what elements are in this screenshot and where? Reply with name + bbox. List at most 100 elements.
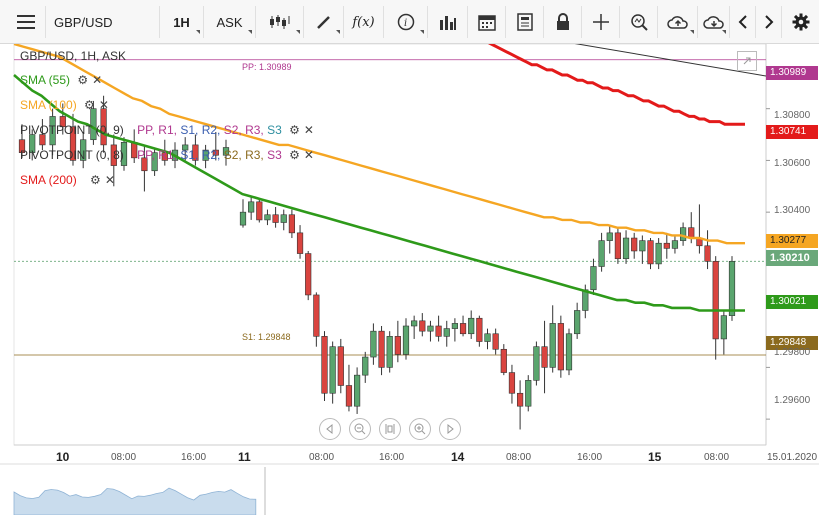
candle-body — [353, 374, 361, 407]
candle-body — [516, 392, 524, 407]
zoom-button[interactable] — [620, 6, 658, 38]
timeframe-selector[interactable]: 1H — [160, 6, 204, 38]
price-tag-sma100: 1.30277 — [766, 234, 818, 248]
candle-body — [622, 237, 630, 260]
candle-body — [614, 232, 621, 260]
candle-body — [100, 108, 107, 146]
pivot1-s3: S3 — [267, 123, 282, 137]
legend-sma200[interactable]: SMA (200) ⚙ ✕ — [20, 173, 115, 187]
volume-button[interactable] — [428, 6, 468, 38]
candle-body — [222, 147, 230, 156]
scroll-back-button[interactable] — [730, 6, 756, 38]
candle-body — [720, 315, 727, 340]
candle-body — [120, 142, 128, 166]
price-chart[interactable] — [0, 44, 819, 515]
candle-body — [288, 214, 296, 234]
candle-body — [386, 336, 393, 368]
candle-body — [80, 139, 87, 161]
scroll-left-button[interactable] — [319, 418, 341, 440]
calendar-icon — [477, 15, 496, 31]
chevron-down-icon — [196, 30, 200, 34]
price-type-selector[interactable]: ASK — [204, 6, 256, 38]
pivot1-label: PIVOTPOINT (0, 9) — [20, 123, 124, 137]
candle-body — [525, 380, 532, 407]
info-button[interactable]: i — [384, 6, 428, 38]
pivot2-s3: S3 — [267, 148, 282, 162]
cloud-download-button[interactable] — [698, 6, 730, 38]
indicators-button[interactable]: f(x) — [344, 6, 384, 38]
legend-sma55[interactable]: SMA (55) ⚙ ✕ — [20, 73, 102, 87]
legend-pivot1[interactable]: PIVOTPOINT (0, 9) PP, R1, S1, R2, S2, R3… — [20, 123, 314, 137]
crosshair-button[interactable] — [582, 6, 620, 38]
close-icon[interactable]: ✕ — [92, 73, 103, 87]
sma55-line — [13, 74, 745, 312]
legend-pivot2[interactable]: PIVOTPOINT (0, 8) PP, R1, S1, R2, S2, R3… — [20, 148, 314, 162]
candle-body — [671, 240, 679, 249]
timeframe-label: 1H — [173, 14, 190, 30]
zoom-out-button[interactable] — [349, 418, 371, 440]
info-icon: i — [397, 13, 414, 31]
close-icon[interactable]: ✕ — [98, 98, 109, 112]
candle-body — [590, 266, 597, 291]
candle-body — [29, 134, 36, 153]
gear-icon[interactable]: ⚙ — [289, 148, 300, 162]
navigator-area — [13, 487, 257, 515]
close-icon[interactable]: ✕ — [303, 123, 314, 137]
candlestick-type-icon — [269, 15, 289, 29]
close-icon[interactable]: ✕ — [104, 173, 115, 187]
zoom-in-button[interactable] — [409, 418, 431, 440]
expand-chart-button[interactable] — [737, 51, 757, 71]
gear-icon[interactable]: ⚙ — [289, 123, 300, 137]
price-tag-pp: 1.30989 — [766, 66, 818, 80]
candle-body — [411, 320, 418, 327]
candle-body — [182, 144, 189, 151]
candle-body — [49, 116, 56, 146]
scroll-right-button[interactable] — [439, 418, 461, 440]
candle-body — [362, 356, 369, 376]
gear-icon[interactable]: ⚙ — [84, 98, 95, 112]
menu-button[interactable] — [6, 6, 46, 38]
y-tick-label: 1.29600 — [774, 395, 811, 406]
candle-body — [264, 214, 271, 221]
settings-button[interactable] — [784, 6, 818, 38]
candle-body — [337, 346, 344, 386]
candle-body — [459, 323, 467, 335]
pivot1-r2: R2, — [201, 123, 221, 137]
candle-body — [419, 320, 426, 332]
candle-body — [280, 214, 287, 223]
news-button[interactable] — [506, 6, 544, 38]
lock-button[interactable] — [544, 6, 582, 38]
legend-title: GBP/USD, 1H, ASK — [20, 49, 127, 63]
drawing-pen-icon — [316, 16, 330, 29]
sma55-label: SMA (55) — [20, 73, 71, 87]
reset-zoom-button[interactable] — [379, 418, 401, 440]
trend-line — [574, 44, 767, 77]
chevron-down-icon — [420, 30, 424, 34]
svg-text:i: i — [404, 18, 407, 29]
candle-body — [582, 289, 589, 311]
zoom-icon — [630, 14, 648, 31]
chart-type-button[interactable] — [256, 6, 304, 38]
candle-body — [18, 139, 26, 153]
gear-icon[interactable]: ⚙ — [77, 73, 89, 87]
gear-icon[interactable]: ⚙ — [90, 173, 101, 187]
pivot2-s1: S1, — [180, 148, 199, 162]
cloud-upload-button[interactable] — [658, 6, 698, 38]
toolbar: GBP/USD 1H ASK f(x) i — [0, 0, 819, 44]
expand-icon — [743, 57, 751, 65]
symbol-selector[interactable]: GBP/USD — [48, 6, 160, 38]
chart-area[interactable]: GBP/USD, 1H, ASK SMA (55) ⚙ ✕ SMA (100) ⚙… — [0, 44, 819, 515]
candle-body — [500, 348, 507, 373]
chevron-down-icon — [690, 30, 694, 34]
scroll-forward-button[interactable] — [756, 6, 782, 38]
candle-body — [427, 325, 434, 332]
pp-level-label: PP: 1.30989 — [242, 62, 292, 72]
pivot1-pp: PP, — [137, 123, 155, 137]
drawing-button[interactable] — [304, 6, 344, 38]
fx-indicator-icon: f(x) — [352, 14, 375, 30]
legend-sma100[interactable]: SMA (100) ⚙ ✕ — [20, 98, 109, 112]
y-tick-label: 1.30800 — [774, 110, 811, 121]
candle-body — [305, 253, 312, 296]
calendar-button[interactable] — [468, 6, 506, 38]
close-icon[interactable]: ✕ — [303, 148, 314, 162]
